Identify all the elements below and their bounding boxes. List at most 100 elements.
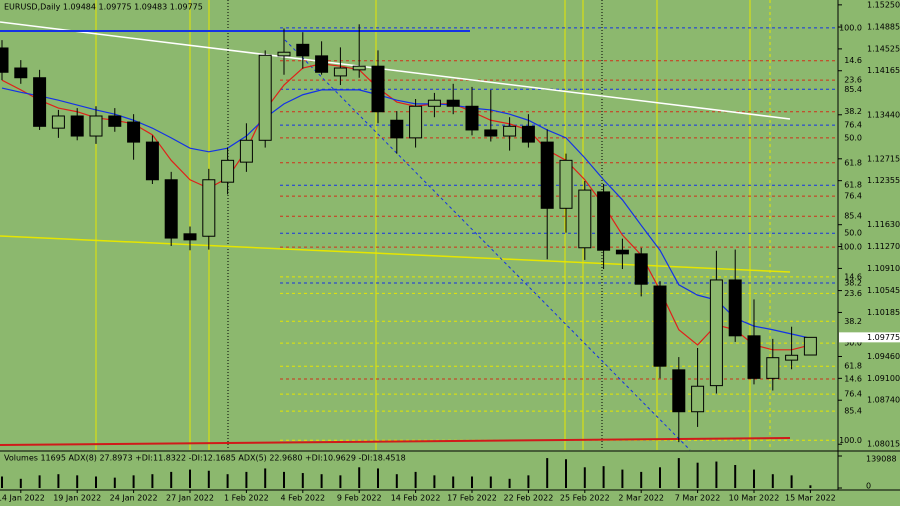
trend-line	[0, 235, 791, 273]
trend-line	[0, 21, 791, 120]
y-tick-label: 1.10910	[867, 264, 900, 273]
x-tick-label: 7 Mar 2022	[675, 494, 721, 503]
x-tick-label: 27 Jan 2022	[166, 494, 214, 503]
candle-body	[277, 51, 291, 57]
candle-body	[0, 47, 9, 73]
candle-body	[164, 179, 178, 239]
candle-body	[427, 99, 441, 107]
candle-body	[315, 55, 329, 73]
candle-body	[409, 105, 423, 139]
fib-label: 61.8	[844, 158, 862, 167]
y-tick-label: 1.11270	[867, 242, 900, 251]
fib-label: 50.0	[844, 339, 862, 348]
candle-body	[14, 67, 28, 79]
level-line	[0, 437, 791, 446]
candle-body	[521, 125, 535, 143]
fib-label: 23.6	[844, 289, 862, 298]
candle-body	[709, 279, 723, 387]
x-tick-label: 1 Feb 2022	[224, 494, 269, 503]
last-price-box	[839, 332, 900, 343]
x-tick-label: 10 Mar 2022	[729, 494, 780, 503]
volume-tick-label: 139088	[866, 455, 897, 464]
y-tick-label: 1.12355	[867, 176, 900, 185]
candle-body	[691, 385, 705, 413]
x-tick-label: 22 Feb 2022	[504, 494, 554, 503]
candle-body	[503, 125, 517, 137]
candle-body	[728, 279, 742, 337]
candle-body	[465, 105, 479, 131]
fib-label: 85.4	[844, 85, 862, 94]
candle-body	[371, 65, 385, 113]
y-tick-label: 1.13440	[867, 110, 900, 119]
candle-body	[202, 179, 216, 237]
fib-label: 100.0	[839, 436, 862, 445]
candle-body	[803, 336, 817, 356]
fib-label: 61.8	[844, 181, 862, 190]
candle-body	[540, 141, 554, 209]
candle-body	[352, 65, 366, 71]
x-tick-label: 24 Jan 2022	[110, 494, 158, 503]
x-tick-label: 14 Jan 2022	[0, 494, 45, 503]
fib-label: 100.0	[839, 23, 862, 32]
y-tick-label: 1.14525	[867, 44, 900, 53]
candle-body	[634, 253, 648, 285]
y-tick-label: 1.11630	[867, 220, 900, 229]
fib-label: 14.6	[844, 272, 862, 281]
y-tick-label: 1.14165	[867, 66, 900, 75]
y-tick-label: 1.09100	[867, 374, 900, 383]
candle-body	[183, 233, 197, 241]
candle-body	[296, 43, 310, 57]
candle-body	[221, 159, 235, 183]
fib-label: 85.4	[844, 407, 862, 416]
candle-body	[559, 159, 573, 209]
fib-label: 100.0	[839, 243, 862, 252]
candle-body	[390, 119, 404, 139]
candle-body	[89, 115, 103, 137]
candle-body	[653, 285, 667, 367]
fib-label: 23.6	[844, 76, 862, 85]
x-tick-label: 14 Feb 2022	[391, 494, 441, 503]
fib-label: 50.0	[844, 133, 862, 142]
y-tick-label: 1.15250	[867, 0, 900, 9]
fib-label: 38.2	[844, 107, 862, 116]
y-tick-label: 1.08740	[867, 396, 900, 405]
ma-line	[1, 87, 811, 339]
candle-body	[127, 121, 141, 143]
candle-body	[615, 249, 629, 255]
x-tick-label: 15 Mar 2022	[785, 494, 836, 503]
candle-body	[484, 129, 498, 137]
y-tick-label: 1.09460	[867, 352, 900, 361]
y-tick-label: 1.14885	[867, 23, 900, 32]
volume-tick-label: 0	[866, 482, 871, 491]
fib-label: 76.4	[844, 390, 862, 399]
fib-label: 38.2	[844, 278, 862, 287]
x-tick-label: 2 Mar 2022	[618, 494, 664, 503]
x-tick-label: 9 Feb 2022	[337, 494, 382, 503]
fib-label: 14.6	[844, 374, 862, 383]
fib-label: 76.4	[844, 121, 862, 130]
fib-label: 14.6	[844, 56, 862, 65]
candle-body	[672, 369, 686, 413]
candle-body	[108, 115, 122, 127]
x-tick-label: 4 Feb 2022	[280, 494, 325, 503]
candle-body	[446, 99, 460, 107]
volume-legend: Volumes 11695 ADX(8) 27.8973 +DI:11.8322…	[4, 454, 406, 463]
candle-body	[70, 115, 84, 137]
candle-body	[51, 115, 65, 129]
plot	[0, 24, 817, 443]
x-tick-label: 19 Jan 2022	[53, 494, 101, 503]
fib-label: 76.4	[844, 192, 862, 201]
y-tick-label: 1.12715	[867, 154, 900, 163]
channel-line	[284, 39, 691, 451]
candle-body	[578, 189, 592, 249]
candle-body	[258, 54, 272, 141]
y-tick-label: 1.08015	[867, 440, 900, 449]
candle-body	[33, 77, 47, 127]
last-price-label: 1.09775	[867, 333, 900, 342]
candle-body	[145, 141, 159, 181]
fib-label: 85.4	[844, 212, 862, 221]
fib-label: 61.8	[844, 362, 862, 371]
fib-label: 50.0	[844, 229, 862, 238]
